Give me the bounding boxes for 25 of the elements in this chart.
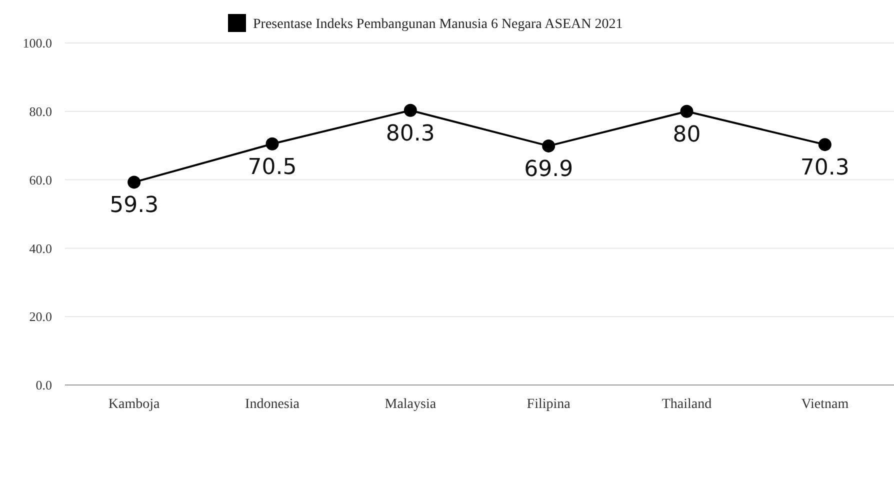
x-tick-label: Malaysia: [384, 397, 437, 412]
x-tick-label: Vietnam: [801, 397, 849, 412]
data-label: 70.5: [248, 154, 297, 180]
point: [542, 139, 556, 152]
point: [128, 176, 141, 189]
y-tick-label: 100.0: [22, 36, 52, 51]
y-tick-label: 20.0: [29, 309, 52, 324]
data-label: 59.3: [110, 193, 159, 218]
y-tick-label: 0.0: [36, 378, 52, 393]
y-tick-label: 80.0: [29, 104, 52, 119]
x-tick-label: Indonesia: [245, 397, 300, 412]
x-tick-label: Kamboja: [108, 397, 161, 412]
point: [404, 104, 417, 117]
y-tick-label: 60.0: [29, 172, 52, 188]
data-label: 69.9: [524, 156, 574, 182]
x-tick-label: Thailand: [662, 397, 712, 412]
legend-label: Presentase Indeks Pembangunan Manusia 6 Negara ASEAN 2021: [253, 16, 623, 32]
point: [818, 138, 832, 152]
x-tick-label: Filipina: [526, 397, 572, 412]
data-label: 80.3: [386, 121, 435, 146]
data-label: 70.3: [800, 156, 850, 181]
y-tick-label: 40.0: [29, 240, 52, 256]
data-label: 80: [672, 122, 701, 148]
point: [680, 104, 694, 118]
point: [266, 137, 279, 150]
